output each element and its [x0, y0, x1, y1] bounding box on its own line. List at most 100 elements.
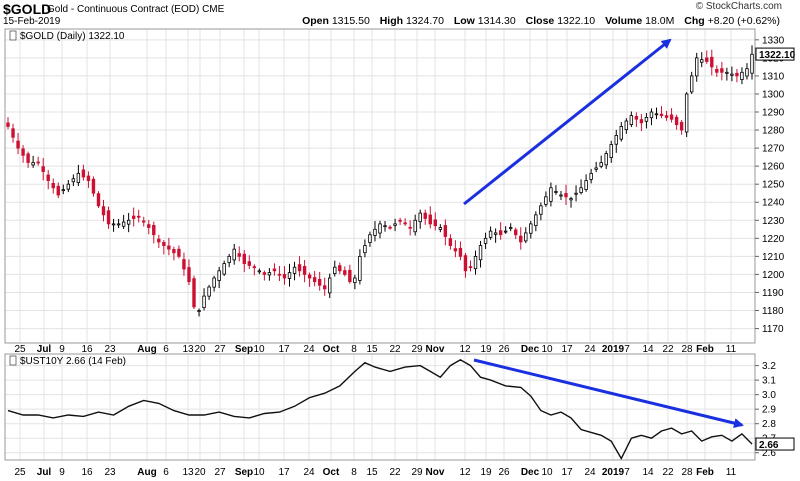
x-tick-label: 25	[14, 344, 26, 355]
low-label: Low	[453, 15, 475, 27]
candle-body	[448, 238, 453, 246]
yield-legend-text: $UST10Y 2.66 (14 Feb)	[20, 356, 126, 367]
x-tick-label: Feb	[696, 467, 714, 478]
candle-body	[222, 263, 226, 275]
open-label: Open	[302, 15, 329, 27]
x-tick-label: 19	[480, 344, 492, 355]
x-tick-label: 19	[480, 467, 492, 478]
legend-swatch-icon	[9, 355, 17, 366]
candle-body	[11, 128, 15, 138]
candle-body	[700, 59, 704, 63]
price-grid	[5, 29, 755, 343]
candle-body	[262, 272, 267, 275]
candle-body	[644, 117, 649, 122]
x-tick-label: Feb	[696, 344, 714, 355]
symbol-title: $GOLD	[3, 1, 52, 17]
yield-grid	[5, 354, 755, 460]
chart-date: 15-Feb-2019	[3, 16, 61, 27]
candle-body	[247, 261, 251, 266]
candle-body	[710, 56, 714, 68]
candle-body	[66, 183, 71, 190]
yield-series-line	[7, 358, 753, 460]
candle-body	[212, 277, 216, 288]
x-tick-label: 6	[163, 344, 169, 355]
candle-body	[167, 245, 171, 250]
x-tick-label: 7	[624, 344, 630, 355]
x-tick-label: 14	[642, 344, 654, 355]
candle-body	[544, 196, 548, 205]
candle-body	[433, 219, 437, 227]
price-legend: $GOLD (Daily) 1322.10	[9, 30, 125, 42]
x-tick-label: 24	[584, 344, 596, 355]
price-axis-tick-label: 1260	[762, 162, 785, 173]
contract-label: Gold - Continuous Contract (EOD)	[47, 4, 200, 15]
candle-body	[438, 227, 443, 230]
candle-body	[589, 172, 593, 180]
x-tick-label: 27	[214, 344, 226, 355]
candle-body	[418, 212, 422, 223]
candle-body	[41, 166, 45, 172]
yield-legend: $UST10Y 2.66 (14 Feb)	[9, 355, 126, 367]
price-last-value: 1322.10	[759, 50, 796, 61]
candle-body	[524, 232, 528, 242]
candle-body	[277, 273, 282, 276]
candle-body	[197, 310, 201, 312]
candle-body	[468, 266, 473, 269]
x-tick-label: 16	[81, 467, 93, 478]
gold-uptrend-arrow	[463, 38, 672, 206]
candle-body	[423, 212, 427, 219]
x-tick-label: Sep	[235, 467, 253, 478]
yield-axis-tick-label: 3.0	[762, 390, 776, 401]
candle-body	[328, 277, 332, 294]
close-value: 1322.10	[557, 15, 596, 27]
candle-body	[669, 114, 674, 120]
close-label: Close	[525, 15, 555, 27]
candle-body	[272, 268, 277, 272]
candle-body	[383, 225, 387, 228]
candle-body	[202, 295, 206, 308]
x-tick-label: 26	[498, 467, 510, 478]
legend-swatch-icon	[9, 30, 17, 41]
x-tick-label: 6	[163, 467, 169, 478]
exchange-label: CME	[202, 4, 225, 15]
x-tick-label: Jul	[37, 467, 52, 478]
x-tick-label: Oct	[323, 344, 340, 355]
candle-body	[393, 223, 397, 226]
candle-body	[443, 225, 448, 237]
x-tick-label: 8	[351, 344, 357, 355]
price-last-value-box	[755, 47, 795, 61]
x-tick-label: 12	[459, 344, 471, 355]
x-tick-label: Sep	[235, 344, 253, 355]
candle-body	[207, 286, 211, 297]
candle-body	[574, 192, 578, 195]
x-tick-label: Aug	[137, 467, 156, 478]
candle-body	[745, 68, 749, 77]
candle-body	[302, 265, 307, 275]
candle-body	[292, 266, 297, 274]
x-tick-label: 28	[681, 467, 693, 478]
yield-axis-tick-label: 3.1	[762, 376, 776, 387]
x-tick-label: 28	[681, 344, 693, 355]
x-tick-label: 25	[14, 467, 26, 478]
x-tick-label: Nov	[426, 467, 445, 478]
price-axis-tick-label: 1210	[762, 252, 785, 263]
candle-body	[740, 71, 744, 81]
open-value: 1315.50	[331, 15, 370, 27]
yield-axis-tick-label: 2.6	[762, 448, 776, 459]
candle-body	[624, 120, 629, 131]
x-tick-label: 23	[104, 467, 116, 478]
yield-downtrend-arrow	[473, 358, 744, 428]
candle-body	[137, 215, 141, 218]
candle-body	[317, 278, 322, 286]
chg-value: +8.20 (+0.62%)	[707, 15, 780, 27]
yield-line-group	[7, 358, 753, 460]
x-tick-label: 20	[194, 344, 206, 355]
candle-body	[157, 238, 161, 243]
candle-body	[172, 249, 176, 254]
candle-body	[152, 224, 156, 236]
candle-body	[488, 230, 493, 238]
x-tick-label: 17	[561, 467, 573, 478]
candle-body	[368, 234, 372, 243]
candle-body	[599, 162, 603, 167]
price-x-axis: 25 Jul 9 16 23 Aug 6 13 20 27 Sep 10 17 24 Oct 8 15 22 29 N…	[14, 344, 736, 355]
